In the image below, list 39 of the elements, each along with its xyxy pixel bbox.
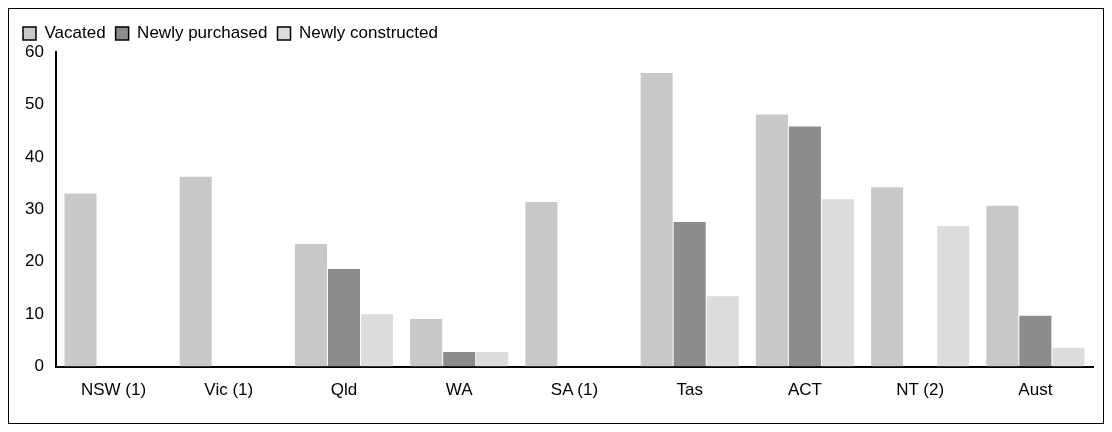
bar xyxy=(294,243,327,367)
y-tick-label: 10 xyxy=(24,303,44,323)
legend-label: Newly purchased xyxy=(137,23,268,43)
bar xyxy=(755,114,788,367)
bar xyxy=(443,351,476,367)
y-tick-label: 30 xyxy=(24,198,44,218)
bar xyxy=(640,72,673,367)
y-tick-label: 0 xyxy=(34,356,44,376)
x-tick-label: Aust xyxy=(1018,380,1053,400)
y-tick-label: 20 xyxy=(24,251,44,271)
legend-label: Newly constructed xyxy=(299,23,438,43)
y-tick-label: 40 xyxy=(24,146,44,166)
x-tick-label: Vic (1) xyxy=(204,380,254,400)
bar xyxy=(525,201,558,367)
bar xyxy=(788,126,821,367)
bar xyxy=(410,318,443,367)
bar xyxy=(821,199,854,367)
bar xyxy=(1019,315,1052,367)
bar xyxy=(937,226,970,367)
y-tick-label: 50 xyxy=(24,94,44,114)
x-tick-label: WA xyxy=(445,380,474,400)
bar xyxy=(871,187,904,367)
bar xyxy=(64,193,97,367)
y-tick-label: 60 xyxy=(24,41,44,61)
x-tick-label: NSW (1) xyxy=(80,380,147,400)
legend-label: Vacated xyxy=(44,23,106,43)
bar xyxy=(361,314,394,367)
x-tick-label: NT (2) xyxy=(896,380,945,400)
x-tick-label: Tas xyxy=(676,380,703,400)
x-tick-label: ACT xyxy=(787,380,822,400)
bar xyxy=(1052,347,1085,367)
bar xyxy=(327,269,361,367)
bar xyxy=(986,205,1019,367)
bar xyxy=(179,176,212,367)
x-tick-label: SA (1) xyxy=(550,380,599,400)
bar xyxy=(706,296,739,367)
bar xyxy=(673,221,706,367)
bar xyxy=(476,351,509,367)
x-tick-label: Qld xyxy=(330,380,358,400)
